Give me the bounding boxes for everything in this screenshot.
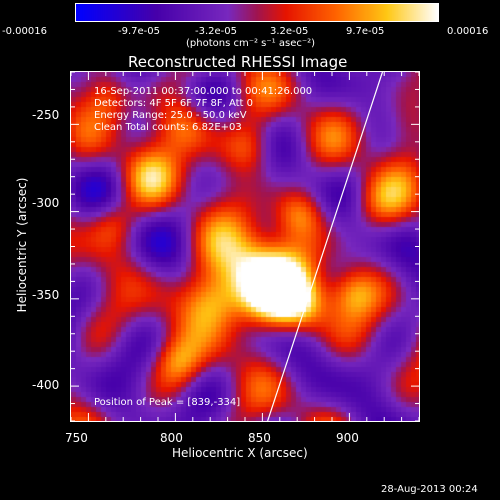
x-axis-label: Heliocentric X (arcsec) — [172, 446, 308, 460]
colorbar-tick-label: 3.2e-05 — [270, 26, 309, 37]
x-tick-label: 750 — [65, 431, 88, 445]
colorbar-tick-label: 0.00016 — [447, 26, 489, 37]
time-range-annotation: 16-Sep-2011 00:37:00.000 to 00:41:26.000 — [94, 86, 313, 97]
x-tick-label: 850 — [248, 431, 271, 445]
y-tick-label: -300 — [32, 196, 60, 210]
colorbar-tick-label: -9.7e-05 — [118, 26, 160, 37]
energy-annotation: Energy Range: 25.0 - 50.0 keV — [94, 110, 247, 121]
colorbar-gradient — [76, 4, 438, 21]
y-axis-label: Heliocentric Y (arcsec) — [15, 177, 29, 313]
x-tick-label: 800 — [160, 431, 183, 445]
colorbar-frame — [75, 3, 439, 22]
colorbar-units: (photons cm⁻² s⁻¹ asec⁻²) — [186, 38, 316, 49]
detectors-annotation: Detectors: 4F 5F 6F 7F 8F, Att 0 — [94, 98, 254, 109]
y-tick-label: -400 — [32, 378, 60, 392]
colorbar-tick-label: -3.2e-05 — [195, 26, 237, 37]
footer-date: 28-Aug-2013 00:24 — [381, 484, 478, 495]
clean-annotation: Clean Total counts: 6.82E+03 — [94, 122, 242, 133]
rhessi-image — [71, 72, 419, 421]
peak-position-annotation: Position of Peak = [839,-334] — [94, 397, 241, 408]
x-tick-label: 900 — [336, 431, 359, 445]
colorbar-tick-label: -0.00016 — [2, 26, 47, 37]
colorbar-tick-label: 9.7e-05 — [346, 26, 385, 37]
y-tick-label: -250 — [32, 108, 60, 122]
y-tick-label: -350 — [32, 288, 60, 302]
chart-title: Reconstructed RHESSI Image — [128, 53, 348, 71]
solar-limb-line — [267, 71, 384, 422]
